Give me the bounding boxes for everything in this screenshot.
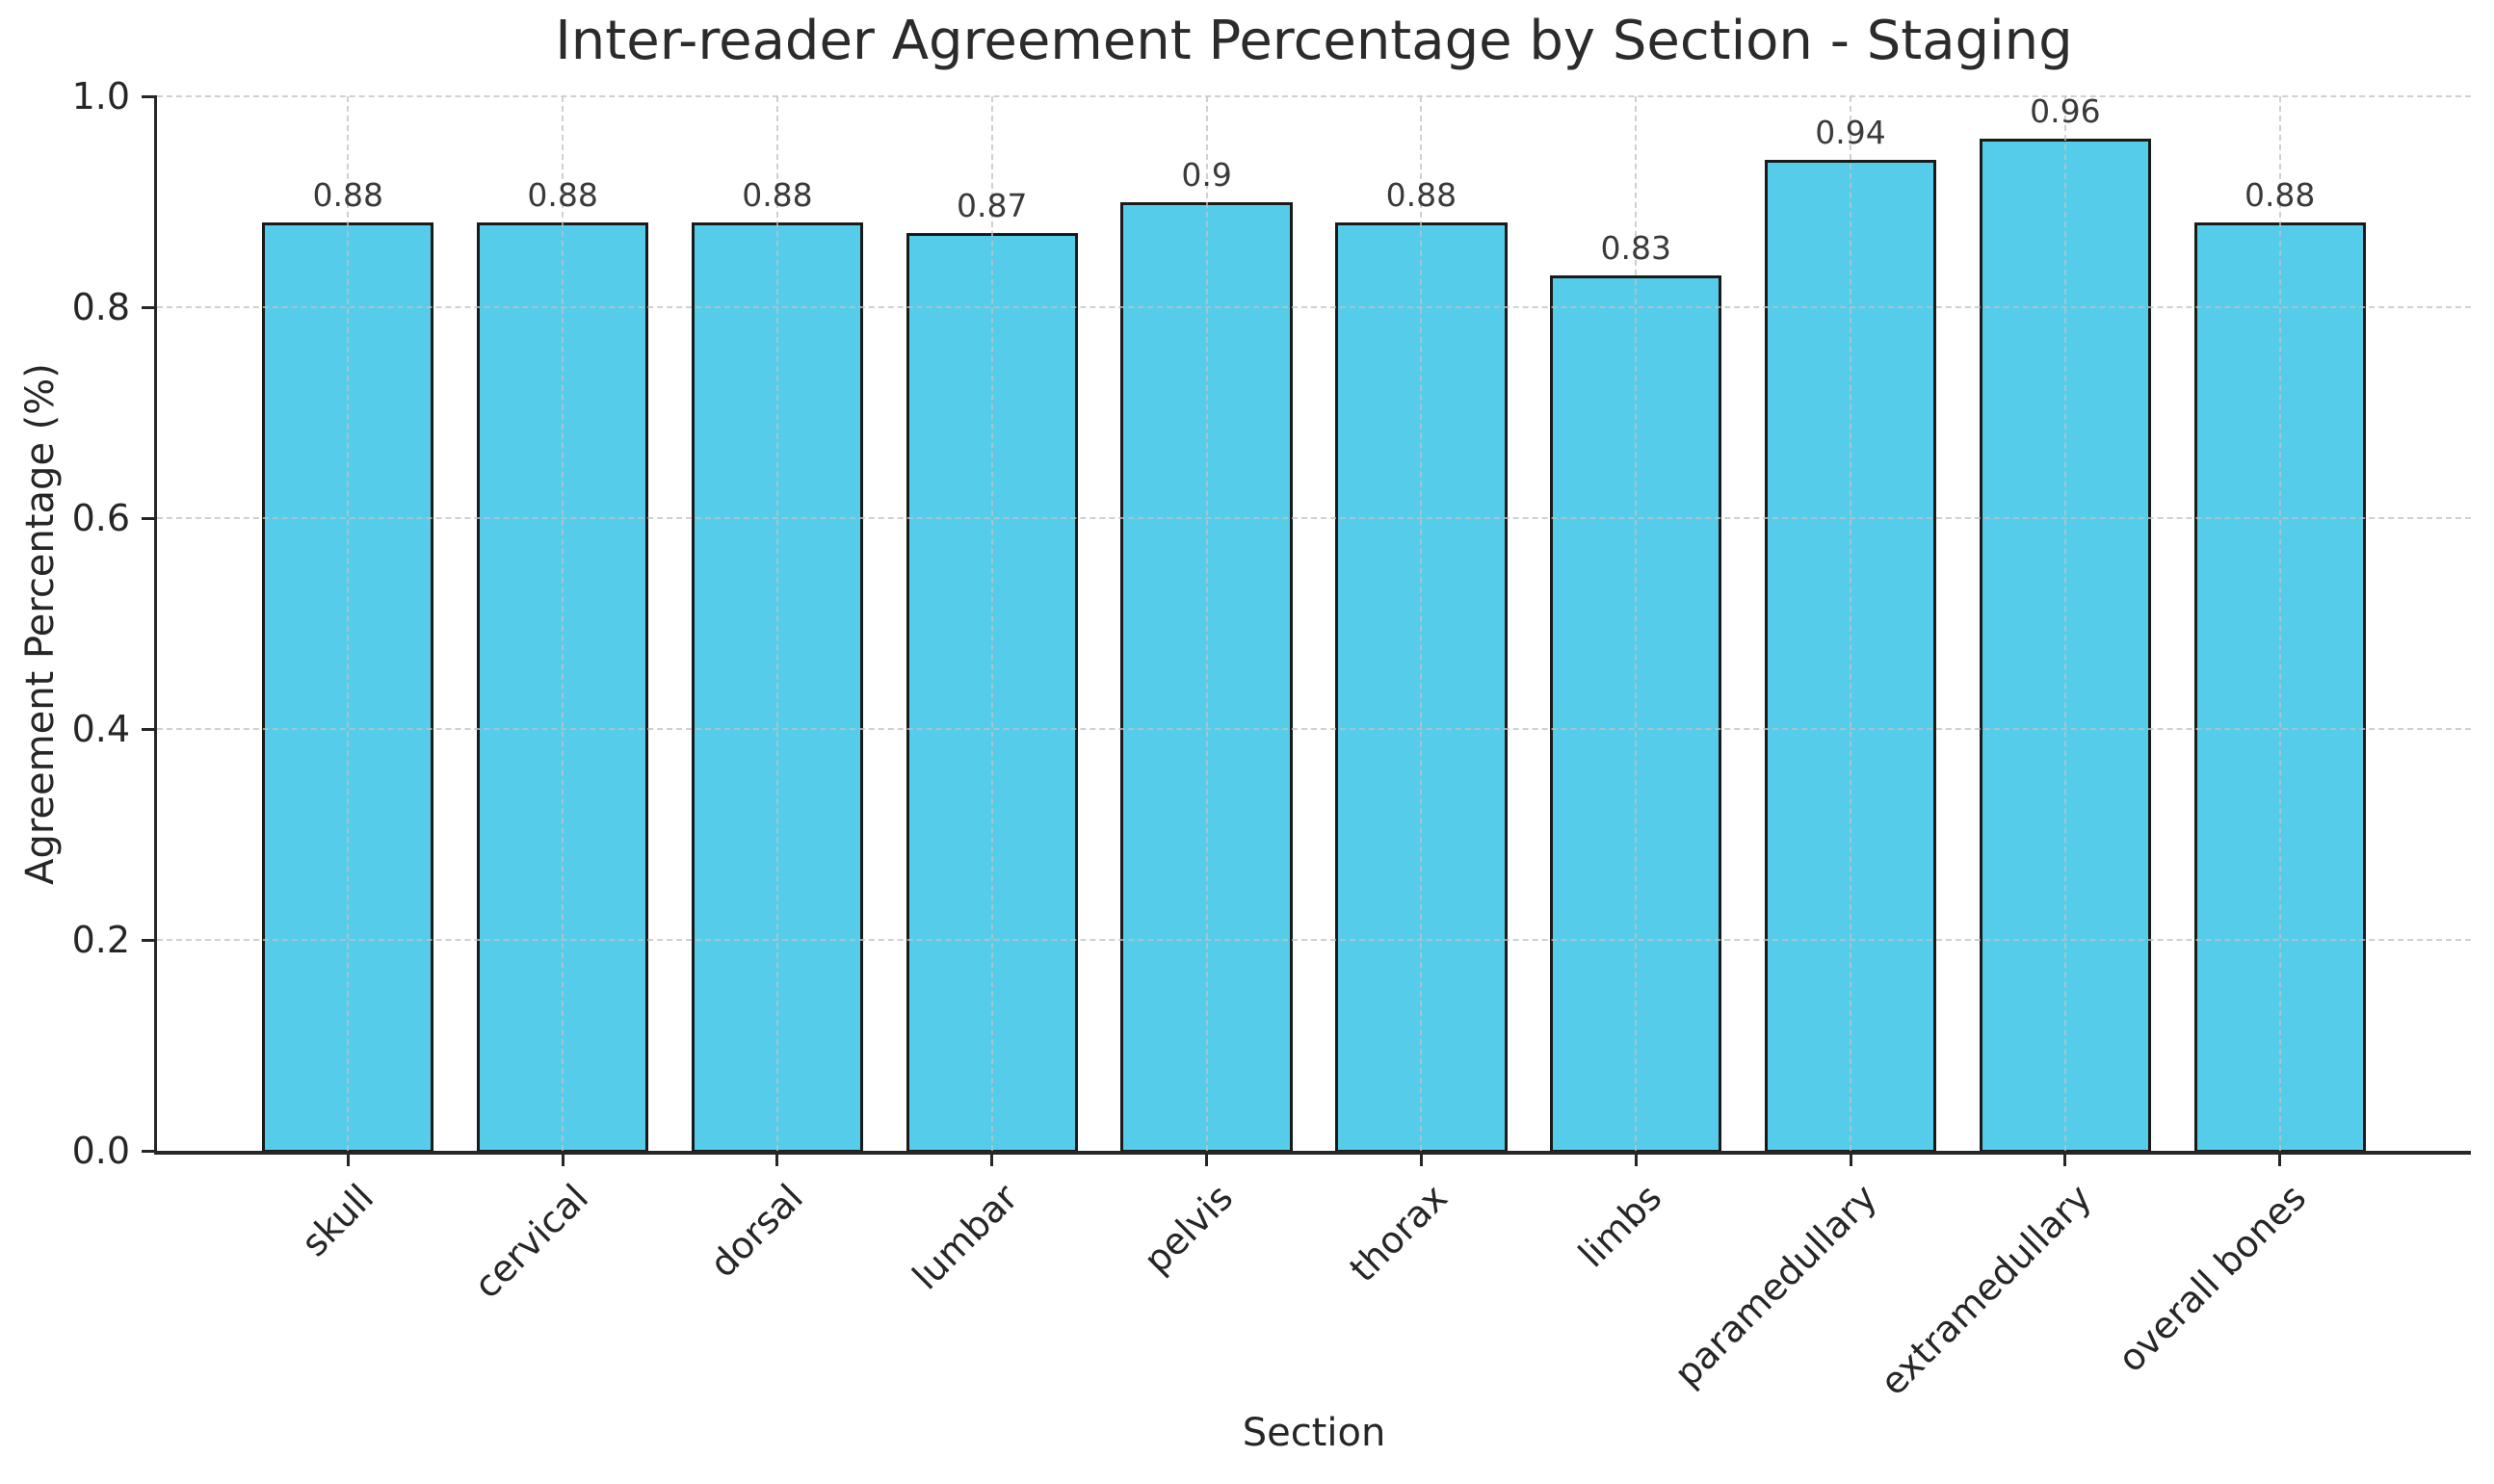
bar-value-label: 0.88 [1385,176,1457,215]
x-tick-label: lumbar [904,1176,1027,1298]
x-tick-label: thorax [1341,1176,1456,1290]
chart-title: Inter-reader Agreement Percentage by Sec… [555,10,2073,72]
v-gridline [1420,96,1423,1151]
y-tick-label: 0.0 [71,1130,130,1172]
x-tick-mark [2278,1151,2282,1166]
bar-value-label: 0.96 [2030,91,2101,130]
x-tick-label: paramedullary [1666,1176,1885,1395]
v-gridline [562,96,564,1151]
x-tick-label: cervical [465,1176,597,1307]
v-gridline [347,96,350,1151]
y-tick-mark [142,727,157,731]
bar-value-label: 0.88 [312,176,384,215]
y-tick-label: 1.0 [71,75,130,117]
bar-value-label: 0.88 [742,176,813,215]
x-tick-label: extramedullary [1871,1176,2100,1404]
v-gridline [1850,96,1852,1151]
x-tick-mark [990,1151,994,1166]
y-tick-mark [142,1149,157,1153]
v-gridline [1635,96,1638,1151]
x-tick-mark [1849,1151,1852,1166]
bar-value-label: 0.88 [527,176,598,215]
x-tick-mark [775,1151,779,1166]
v-gridline [990,96,993,1151]
x-tick-mark [1634,1151,1638,1166]
v-gridline [1205,96,1208,1151]
y-tick-label: 0.4 [71,708,130,750]
y-tick-mark [142,516,157,520]
v-gridline [2278,96,2281,1151]
h-gridline [157,306,2471,308]
bar-value-label: 0.9 [1181,155,1232,194]
y-tick-mark [142,938,157,942]
v-gridline [775,96,778,1151]
x-tick-mark [1205,1151,1209,1166]
bar-value-label: 0.83 [1600,229,1671,268]
bottom-spine [154,1151,2471,1155]
left-spine [154,96,157,1154]
x-tick-mark [346,1151,350,1166]
x-tick-label: skull [293,1176,382,1265]
h-gridline [157,939,2471,941]
x-tick-label: pelvis [1135,1176,1241,1282]
y-tick-mark [142,305,157,309]
x-tick-label: dorsal [701,1176,812,1286]
x-tick-label: overall bones [2110,1176,2315,1381]
y-tick-label: 0.8 [71,286,130,328]
bar-value-label: 0.88 [2244,176,2316,215]
bar-value-label: 0.87 [957,187,1028,225]
h-gridline [157,517,2471,519]
y-tick-mark [142,94,157,98]
x-tick-mark [1419,1151,1423,1166]
v-gridline [2063,96,2066,1151]
y-tick-label: 0.6 [71,497,130,539]
bar-value-label: 0.94 [1815,113,1886,151]
x-tick-label: limbs [1570,1176,1670,1276]
y-tick-label: 0.2 [71,919,130,961]
h-gridline [157,95,2471,97]
h-gridline [157,728,2471,730]
x-tick-mark [561,1151,564,1166]
x-tick-mark [2063,1151,2067,1166]
x-axis-label: Section [1242,1411,1386,1455]
